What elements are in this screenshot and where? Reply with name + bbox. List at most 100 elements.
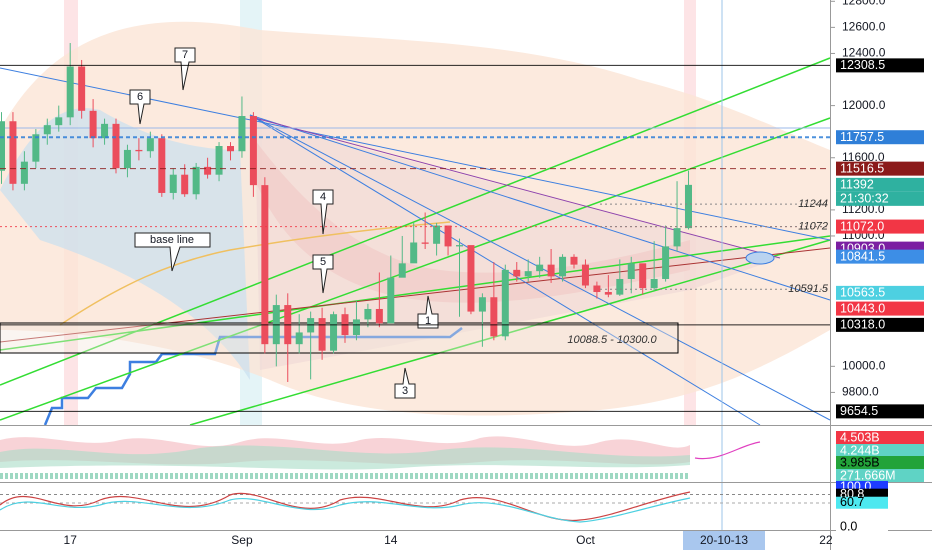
volume-label: 4.244B [840,443,880,457]
candle-body [433,225,441,244]
y-tick-label: 9800.0 [842,385,879,399]
trend-line [0,247,831,343]
price-badge-label: 11757.5 [840,130,884,144]
annotation: 1 [425,315,431,327]
candle-body [135,149,143,152]
volume-badge [836,444,924,457]
trend-line [249,114,831,301]
candle-body [639,263,647,289]
y-tick-label: 12600.0 [842,20,886,34]
level-label: 11244 [798,198,828,210]
callout [417,295,439,329]
candle-body [9,121,17,184]
candle-body [387,277,395,324]
marker [745,251,775,265]
annotation: 5 [320,256,326,268]
candle-body [146,138,154,152]
candle-body [89,110,97,139]
volume-label: 4.503B [840,430,880,444]
candle-body [364,308,372,320]
candle-body [559,256,567,277]
candle-body [112,123,120,169]
y-tick-label: 12000.0 [842,98,886,112]
candle-body [352,319,360,336]
candle-body [490,297,498,337]
range-box [0,322,679,354]
candle-body [616,278,624,295]
range-label: 10088.5 - 10300.0 [567,334,657,346]
price-badge [836,404,924,419]
trend-line [0,235,831,351]
price-badge [836,130,924,145]
y-tick-label: 12400.0 [842,46,886,60]
callout [312,189,334,235]
level-label: 10591.5 [788,283,829,295]
oscillator-area [0,445,690,470]
candle-body [593,285,601,293]
x-tick-label: 14 [384,533,398,547]
candle-body [101,123,109,139]
candle-body [581,264,589,286]
candle-body [181,174,189,195]
annotation: base line [150,234,194,246]
annotation: 3 [402,385,408,397]
candle-body [513,269,521,277]
price-badge-label: 10563.5 [840,286,885,300]
candle-body [673,228,681,247]
drawing [694,441,761,460]
step-line [43,327,463,426]
candle-body [604,292,612,295]
price-badge-label: 11516.5 [840,161,884,175]
annotation: 7 [182,49,188,61]
price-badge-label: 10443.0 [840,301,885,315]
candle-body [20,161,28,184]
x-tick-label: 17 [64,533,78,547]
candle-body [536,264,544,272]
candle-body [238,116,246,152]
volume-badge [836,469,924,482]
price-badge [836,58,924,73]
callout [312,254,334,294]
oscillator-badge [836,496,888,509]
price-badge-label: 10841.5 [840,249,885,263]
callout [174,47,196,91]
volume-label: 271.666M [840,468,896,482]
candle-body [227,146,234,152]
x-tick-label: Oct [576,533,595,547]
candle-body [43,125,51,135]
cursor-date-badge [683,531,765,550]
callout [134,232,211,272]
callout [129,89,151,125]
candle-body [685,184,692,229]
price-badge [836,161,924,176]
x-tick-label: Sep [231,533,253,547]
candle-body [421,242,429,244]
y-tick-label: 12800.0 [842,0,886,7]
shading [0,0,830,425]
y-tick-label: 10000.0 [842,359,886,373]
candle-body [410,242,418,264]
x-tick-label: 22 [819,533,833,547]
oscillator-label: 60.7 [840,495,864,509]
candle-body [467,245,475,312]
price-badge [836,177,924,192]
annotation: 6 [137,91,143,103]
level-label: 11072 [798,220,828,232]
candle-body [261,185,269,345]
candle-body [570,256,578,265]
oscillator-line [0,497,691,523]
price-badge-label: 10318.0 [840,318,885,332]
trend-line [254,117,781,259]
candle-body [158,138,166,193]
cursor-date: 20-10-13 [700,533,748,547]
base-line [59,221,451,326]
candle-body [204,166,212,175]
candle-body [78,66,86,111]
candle-body [215,146,223,175]
candle-body [650,278,658,289]
price-badge [836,219,924,234]
candle-body [55,117,63,126]
candle-body [398,263,406,278]
oscillator-badge [836,521,888,533]
